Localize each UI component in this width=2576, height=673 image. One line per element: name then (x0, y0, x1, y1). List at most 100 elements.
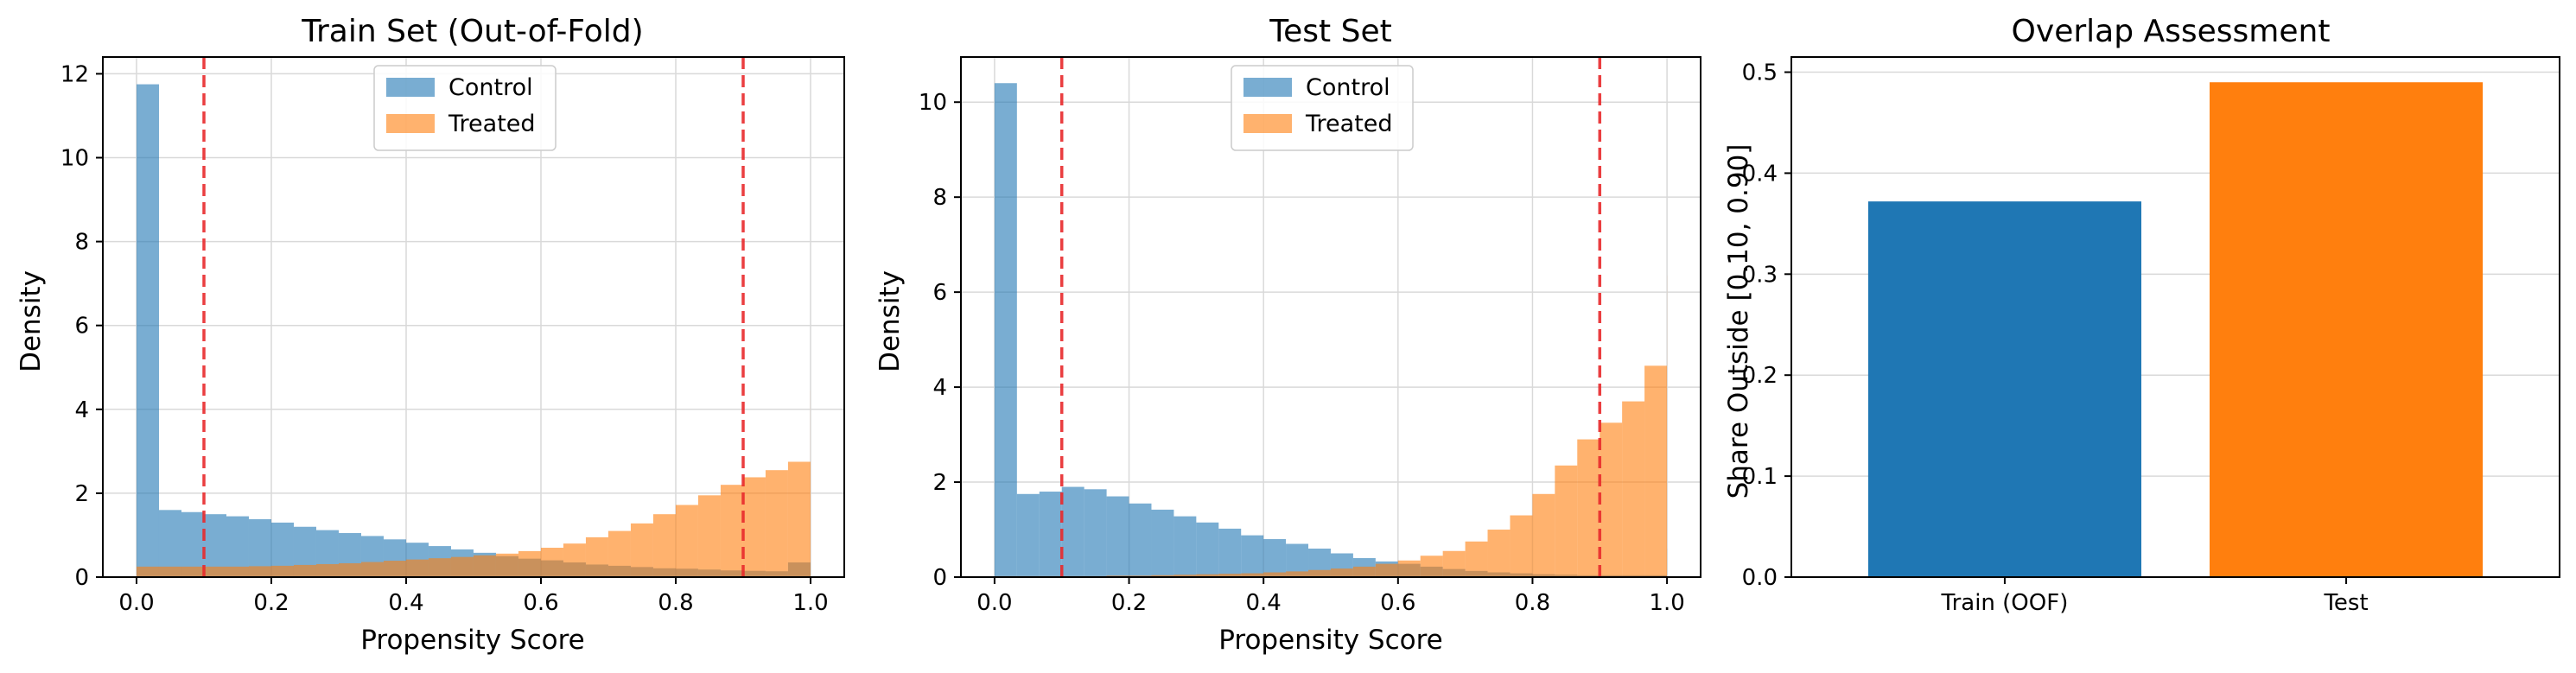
x-tick-label: 1.0 (792, 590, 828, 616)
histogram-bar-control (994, 83, 1017, 578)
histogram-bar-treated (1442, 550, 1466, 577)
histogram-bar-treated (1622, 401, 1645, 577)
histogram-bar-treated (1420, 556, 1443, 577)
y-tick-label: 0 (932, 565, 947, 591)
legend-swatch-control (1243, 78, 1292, 97)
histogram-bar-treated (787, 461, 811, 577)
panel-train-title: Train Set (Out-of-Fold) (301, 14, 643, 49)
histogram-bar-treated (697, 495, 721, 577)
histogram-bar-treated (181, 566, 204, 577)
histogram-bar-treated (1241, 573, 1264, 577)
histogram-bar-control (181, 511, 204, 577)
histogram-bar-treated (203, 566, 226, 577)
histogram-bar-treated (1465, 541, 1488, 577)
panel-test-title: Test Set (1269, 14, 1391, 49)
y-tick-label: 6 (932, 280, 947, 306)
axes-frame (960, 56, 1701, 578)
histogram-bar-control (1084, 489, 1107, 577)
legend-label-control: Control (448, 74, 533, 101)
panel-train-xlabel: Propensity Score (360, 625, 585, 656)
x-tick-label: 0.4 (388, 590, 423, 616)
y-tick-label: 6 (74, 314, 89, 340)
histogram-bar-treated (630, 523, 653, 577)
axes-frame (1790, 56, 2560, 578)
histogram-bar-control (1263, 539, 1287, 577)
histogram-bar-treated (158, 566, 181, 577)
histogram-bar-control (1196, 522, 1219, 577)
histogram-bar-treated (270, 565, 294, 577)
histogram-bar-treated (1397, 560, 1421, 577)
histogram-bar-treated (137, 566, 159, 577)
histogram-bar-treated (765, 470, 788, 577)
y-tick-label: 0.1 (1742, 464, 1778, 490)
panel-train-plot: 0.0 0.2 0.4 0.6 0.8 1.0 0 2 4 6 8 10 12 Control Treate… (60, 56, 845, 616)
panel-overlap-plot: Train (OOF) Test 0.0 0.1 0.2 0.3 0.4 0.5 (1742, 56, 2560, 616)
panel-test-plot: 0.0 0.2 0.4 0.6 0.8 1.0 0 2 4 6 8 10 Control Treated (919, 56, 1701, 616)
legend-swatch-control (386, 78, 435, 97)
histogram-bar-control (137, 84, 159, 577)
histogram-bar-treated (1532, 493, 1555, 577)
histogram-bar-treated (1352, 566, 1376, 577)
histogram-bar-treated (405, 559, 429, 577)
histogram-bar-treated (1151, 575, 1174, 577)
y-tick-label: 0 (74, 565, 89, 591)
series-treated (994, 275, 1668, 577)
legend-swatch-treated (386, 114, 435, 133)
legend-label-treated: Treated (1305, 111, 1393, 137)
histogram-bar-treated (607, 530, 631, 577)
histogram-bar-treated (652, 514, 676, 577)
legend: Control Treated (373, 65, 557, 151)
y-tick-label: 10 (919, 90, 947, 116)
histogram-bar-control (1106, 496, 1129, 577)
y-tick-label: 2 (932, 470, 947, 496)
x-tick-label: 0.6 (523, 590, 558, 616)
histogram-bar-treated (248, 566, 271, 577)
histogram-bar-control (1039, 492, 1062, 577)
y-tick-label: 0.2 (1742, 363, 1778, 389)
y-tick-label: 0.4 (1742, 161, 1778, 187)
y-tick-label: 12 (60, 61, 89, 87)
bar-test (2210, 82, 2484, 578)
x-tick-label: 1.0 (1649, 590, 1684, 616)
x-tick-label: 0.6 (1380, 590, 1415, 616)
legend: Control Treated (1231, 65, 1414, 151)
histogram-bar-treated (383, 561, 406, 577)
histogram-bar-treated (1644, 365, 1668, 577)
bar-train (1867, 201, 2141, 577)
panel-train-ylabel: Density (16, 270, 47, 372)
y-tick-label: 0.3 (1742, 262, 1778, 288)
histogram-bar-treated (473, 555, 496, 577)
histogram-bar-control (158, 510, 181, 577)
histogram-bar-treated (540, 548, 563, 577)
histogram-bar-treated (675, 505, 698, 577)
y-tick-label: 10 (60, 146, 89, 172)
histogram-bar-treated (518, 550, 541, 577)
histogram-bar-treated (1375, 563, 1398, 577)
y-tick-label: 8 (74, 230, 89, 256)
panel-test-xlabel: Propensity Score (1218, 625, 1443, 656)
histogram-bar-treated (338, 562, 361, 577)
histogram-bar-control (1061, 486, 1084, 577)
histogram-bar-treated (1577, 439, 1600, 577)
histogram-bar-treated (1600, 422, 1623, 577)
histogram-bar-treated (1510, 515, 1533, 577)
panel-test: Test Set Propensity Score Density 0.0 0.2… (875, 14, 1701, 656)
histogram-bar-treated (563, 543, 586, 577)
histogram-bar-control (1241, 535, 1264, 577)
histogram-bar-control (1151, 509, 1174, 577)
histogram-bar-treated (1174, 575, 1197, 577)
series-treated (137, 390, 811, 577)
x-tick-label: 0.0 (118, 590, 154, 616)
histogram-bar-treated (1487, 530, 1511, 577)
histogram-bar-treated (1218, 574, 1242, 577)
histogram-bar-treated (1555, 465, 1578, 577)
legend-swatch-treated (1243, 114, 1292, 133)
histogram-bar-control (1016, 493, 1040, 577)
legend-label-control: Control (1306, 74, 1390, 101)
histogram-bar-treated (315, 563, 339, 577)
x-tick-label: Test (2323, 590, 2368, 616)
histogram-bar-treated (226, 566, 249, 577)
histogram-bar-treated (1263, 572, 1287, 577)
y-tick-label: 0.5 (1742, 60, 1778, 86)
